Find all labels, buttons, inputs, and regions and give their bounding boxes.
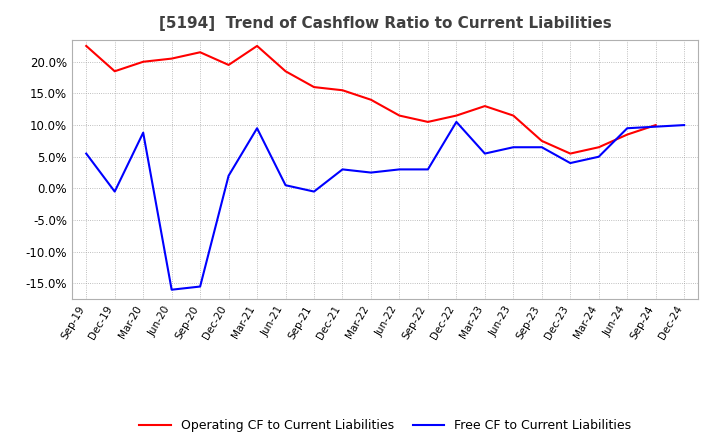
Operating CF to Current Liabilities (167, 56, 176, 61)
Free CF to Current Liabilities (423, 167, 432, 172)
Operating CF to Current Liabilities (537, 138, 546, 143)
Title: [5194]  Trend of Cashflow Ratio to Current Liabilities: [5194] Trend of Cashflow Ratio to Curren… (159, 16, 611, 32)
Free CF to Current Liabilities (595, 154, 603, 159)
Operating CF to Current Liabilities (139, 59, 148, 64)
Free CF to Current Liabilities (680, 122, 688, 128)
Operating CF to Current Liabilities (595, 145, 603, 150)
Operating CF to Current Liabilities (366, 97, 375, 103)
Line: Operating CF to Current Liabilities: Operating CF to Current Liabilities (86, 46, 656, 154)
Free CF to Current Liabilities (196, 284, 204, 289)
Free CF to Current Liabilities (282, 183, 290, 188)
Operating CF to Current Liabilities (110, 69, 119, 74)
Operating CF to Current Liabilities (282, 69, 290, 74)
Operating CF to Current Liabilities (480, 103, 489, 109)
Free CF to Current Liabilities (366, 170, 375, 175)
Free CF to Current Liabilities (82, 151, 91, 156)
Free CF to Current Liabilities (225, 173, 233, 178)
Operating CF to Current Liabilities (566, 151, 575, 156)
Free CF to Current Liabilities (110, 189, 119, 194)
Operating CF to Current Liabilities (395, 113, 404, 118)
Free CF to Current Liabilities (338, 167, 347, 172)
Operating CF to Current Liabilities (225, 62, 233, 68)
Operating CF to Current Liabilities (623, 132, 631, 137)
Free CF to Current Liabilities (310, 189, 318, 194)
Free CF to Current Liabilities (509, 145, 518, 150)
Free CF to Current Liabilities (395, 167, 404, 172)
Operating CF to Current Liabilities (452, 113, 461, 118)
Line: Free CF to Current Liabilities: Free CF to Current Liabilities (86, 122, 684, 290)
Operating CF to Current Liabilities (338, 88, 347, 93)
Free CF to Current Liabilities (566, 161, 575, 166)
Free CF to Current Liabilities (537, 145, 546, 150)
Operating CF to Current Liabilities (253, 43, 261, 48)
Operating CF to Current Liabilities (196, 50, 204, 55)
Free CF to Current Liabilities (167, 287, 176, 292)
Free CF to Current Liabilities (452, 119, 461, 125)
Operating CF to Current Liabilities (652, 122, 660, 128)
Free CF to Current Liabilities (623, 125, 631, 131)
Free CF to Current Liabilities (480, 151, 489, 156)
Operating CF to Current Liabilities (310, 84, 318, 90)
Legend: Operating CF to Current Liabilities, Free CF to Current Liabilities: Operating CF to Current Liabilities, Fre… (135, 414, 636, 437)
Free CF to Current Liabilities (253, 125, 261, 131)
Operating CF to Current Liabilities (423, 119, 432, 125)
Free CF to Current Liabilities (139, 130, 148, 136)
Operating CF to Current Liabilities (509, 113, 518, 118)
Operating CF to Current Liabilities (82, 43, 91, 48)
